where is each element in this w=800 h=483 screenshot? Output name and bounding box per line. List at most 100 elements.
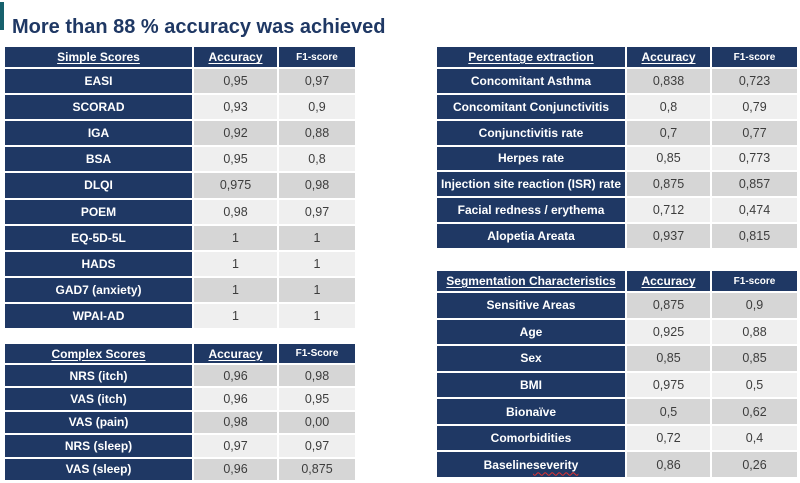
f1-value: 0,857 bbox=[712, 172, 797, 197]
row-label: VAS (sleep) bbox=[5, 458, 192, 480]
accuracy-value: 0,72 bbox=[627, 425, 710, 451]
row-label: Bionaïve bbox=[437, 399, 625, 424]
f1-value: 0,815 bbox=[712, 224, 797, 248]
accuracy-value: 0,875 bbox=[627, 293, 710, 318]
accuracy-value: 0,838 bbox=[627, 69, 710, 93]
complex-scores-table: Complex Scores Accuracy F1-Score NRS (itch)… bbox=[5, 344, 355, 480]
row-label: Alopetia Areata bbox=[437, 224, 625, 248]
f1-value: 1 bbox=[279, 277, 355, 302]
column-header: F1-score bbox=[712, 47, 797, 67]
title-accent-bar bbox=[0, 2, 4, 30]
column-header: F1-score bbox=[279, 47, 355, 67]
row-label: GAD7 (anxiety) bbox=[5, 277, 192, 302]
accuracy-value: 1 bbox=[194, 277, 277, 302]
accuracy-value: 0,95 bbox=[194, 147, 277, 172]
row-label: HADS bbox=[5, 251, 192, 276]
accuracy-value: 0,93 bbox=[194, 95, 277, 120]
row-label: VAS (pain) bbox=[5, 411, 192, 434]
f1-value: 0,97 bbox=[279, 69, 355, 94]
row-label: WPAI-AD bbox=[5, 303, 192, 328]
row-label: DLQI bbox=[5, 173, 192, 198]
accuracy-value: 1 bbox=[194, 303, 277, 328]
f1-value: 0,4 bbox=[712, 425, 797, 451]
row-label: Sex bbox=[437, 346, 625, 371]
f1-value: 0,97 bbox=[279, 435, 355, 457]
f1-value: 0,98 bbox=[279, 365, 355, 387]
f1-value: 1 bbox=[279, 303, 355, 328]
f1-value: 0,5 bbox=[712, 372, 797, 398]
row-label: IGA bbox=[5, 121, 192, 146]
accuracy-value: 0,86 bbox=[627, 452, 710, 477]
f1-value: 0,95 bbox=[279, 388, 355, 410]
column-header: Segmentation Characteristics bbox=[437, 271, 625, 291]
column-header: Accuracy bbox=[627, 271, 710, 291]
f1-value: 0,77 bbox=[712, 120, 797, 145]
row-label: Comorbidities bbox=[437, 425, 625, 451]
column-header: Simple Scores bbox=[5, 47, 192, 67]
f1-value: 0,8 bbox=[279, 147, 355, 172]
row-label: Herpes rate bbox=[437, 146, 625, 171]
spellcheck-underlined-word: severity bbox=[532, 457, 579, 472]
accuracy-value: 0,925 bbox=[627, 319, 710, 345]
f1-value: 0,723 bbox=[712, 69, 797, 93]
f1-value: 0,85 bbox=[712, 346, 797, 371]
accuracy-value: 0,96 bbox=[194, 458, 277, 480]
row-label: Sensitive Areas bbox=[437, 293, 625, 318]
column-header: F1-score bbox=[712, 271, 797, 291]
f1-value: 0,26 bbox=[712, 452, 797, 477]
accuracy-value: 1 bbox=[194, 225, 277, 250]
row-label: POEM bbox=[5, 199, 192, 224]
column-header: Accuracy bbox=[627, 47, 710, 67]
accuracy-value: 0,5 bbox=[627, 399, 710, 424]
accuracy-value: 0,712 bbox=[627, 198, 710, 223]
f1-value: 0,88 bbox=[712, 319, 797, 345]
column-header: Accuracy bbox=[194, 47, 277, 67]
f1-value: 0,97 bbox=[279, 199, 355, 224]
accuracy-value: 0,98 bbox=[194, 199, 277, 224]
f1-value: 0,79 bbox=[712, 94, 797, 119]
accuracy-value: 0,96 bbox=[194, 365, 277, 387]
column-header: F1-Score bbox=[279, 344, 355, 363]
f1-value: 0,875 bbox=[279, 458, 355, 480]
f1-value: 0,62 bbox=[712, 399, 797, 424]
simple-scores-table: Simple Scores Accuracy F1-score EASI 0,95 0,9… bbox=[5, 47, 355, 328]
row-label: EASI bbox=[5, 69, 192, 94]
row-label: Age bbox=[437, 319, 625, 345]
accuracy-value: 0,937 bbox=[627, 224, 710, 248]
accuracy-value: 0,92 bbox=[194, 121, 277, 146]
f1-value: 0,88 bbox=[279, 121, 355, 146]
f1-value: 0,9 bbox=[712, 293, 797, 318]
f1-value: 0,474 bbox=[712, 198, 797, 223]
accuracy-value: 0,85 bbox=[627, 346, 710, 371]
accuracy-value: 0,7 bbox=[627, 120, 710, 145]
accuracy-value: 0,875 bbox=[627, 172, 710, 197]
row-label: VAS (itch) bbox=[5, 388, 192, 410]
column-header: Percentage extraction bbox=[437, 47, 625, 67]
accuracy-value: 0,97 bbox=[194, 435, 277, 457]
accuracy-value: 1 bbox=[194, 251, 277, 276]
row-label: SCORAD bbox=[5, 95, 192, 120]
f1-value: 1 bbox=[279, 251, 355, 276]
accuracy-value: 0,975 bbox=[194, 173, 277, 198]
accuracy-value: 0,975 bbox=[627, 372, 710, 398]
row-label: Facial redness / erythema bbox=[437, 198, 625, 223]
accuracy-value: 0,98 bbox=[194, 411, 277, 434]
row-label: Conjunctivitis rate bbox=[437, 120, 625, 145]
f1-value: 0,98 bbox=[279, 173, 355, 198]
accuracy-value: 0,96 bbox=[194, 388, 277, 410]
f1-value: 1 bbox=[279, 225, 355, 250]
row-label: Concomitant Conjunctivitis bbox=[437, 94, 625, 119]
page-title: More than 88 % accuracy was achieved bbox=[12, 16, 386, 39]
row-label: BSA bbox=[5, 147, 192, 172]
column-header: Complex Scores bbox=[5, 344, 192, 363]
accuracy-value: 0,85 bbox=[627, 146, 710, 171]
row-label: Baseline severity bbox=[437, 452, 625, 477]
row-label: BMI bbox=[437, 372, 625, 398]
f1-value: 0,9 bbox=[279, 95, 355, 120]
percentage-extraction-table: Percentage extraction Accuracy F1-score Con… bbox=[437, 47, 797, 248]
accuracy-value: 0,8 bbox=[627, 94, 710, 119]
row-label: Concomitant Asthma bbox=[437, 69, 625, 93]
row-label: NRS (sleep) bbox=[5, 435, 192, 457]
f1-value: 0,773 bbox=[712, 146, 797, 171]
accuracy-value: 0,95 bbox=[194, 69, 277, 94]
